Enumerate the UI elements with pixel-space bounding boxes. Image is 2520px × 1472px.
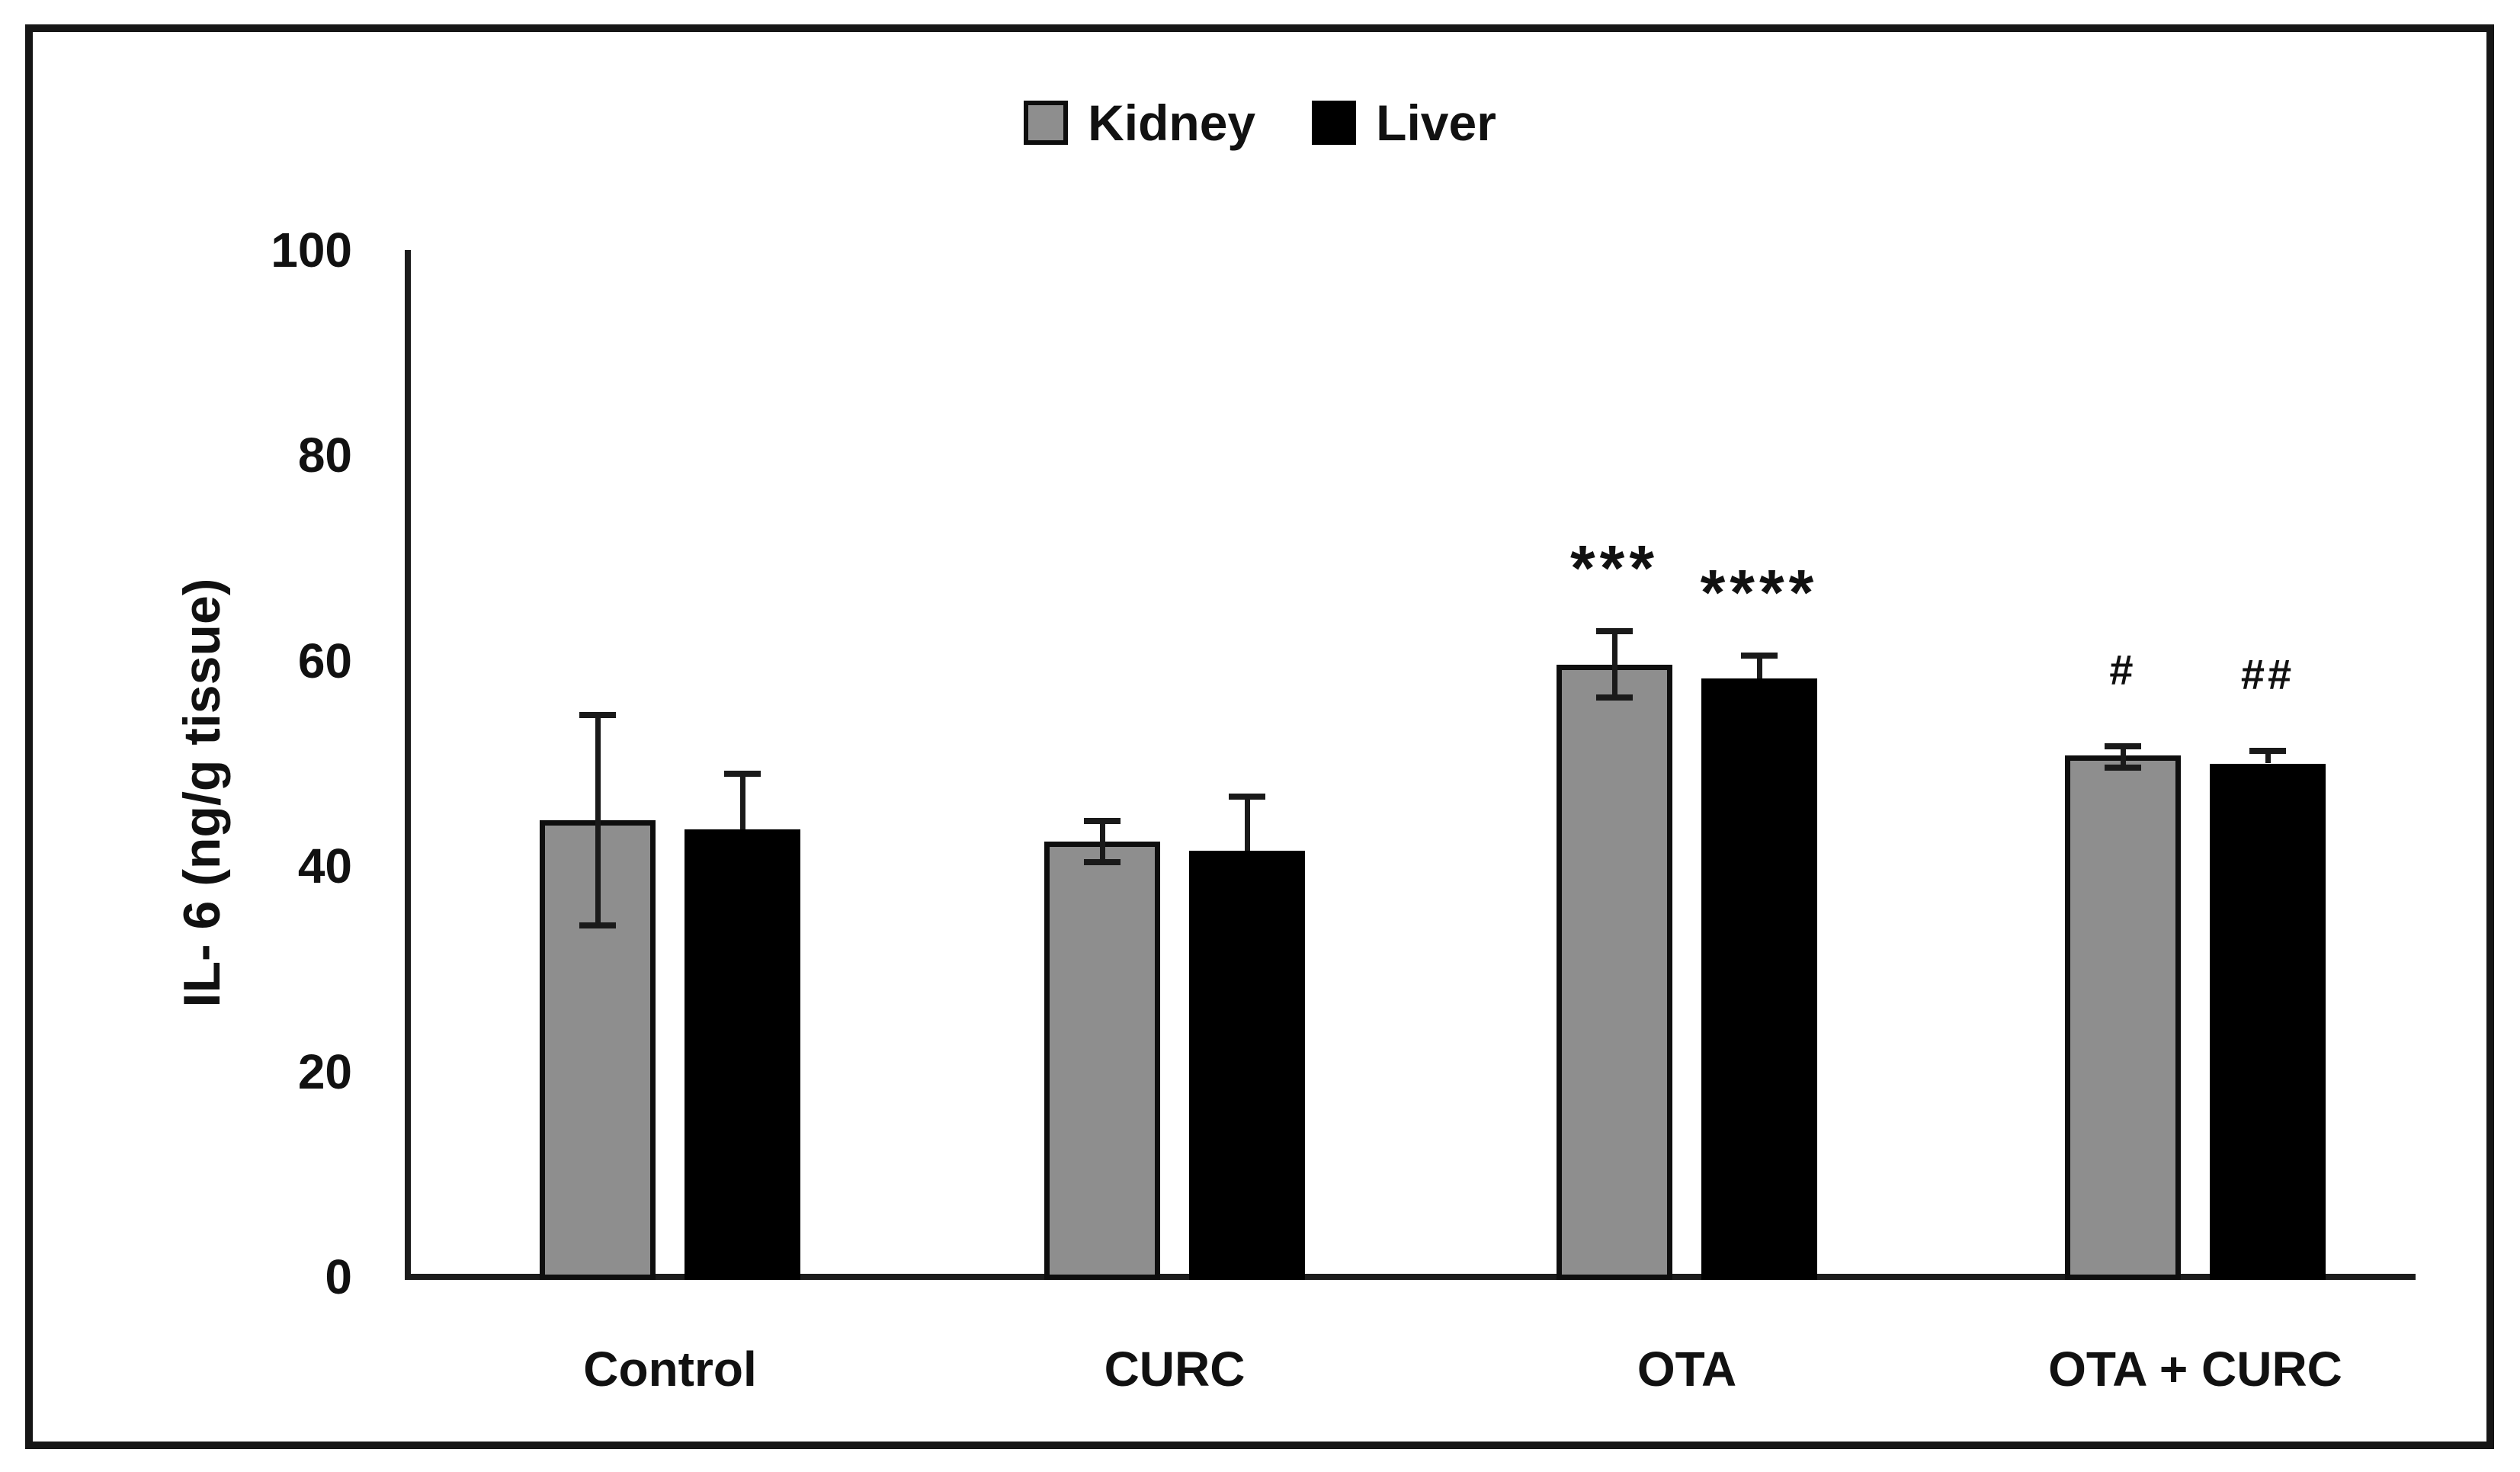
legend-swatch-liver bbox=[1312, 101, 1357, 145]
errorbar-cap-top-kidney-3 bbox=[2105, 742, 2141, 749]
legend-label-kidney: Kidney bbox=[1088, 95, 1256, 151]
errorbar-cap-top-liver-2 bbox=[1741, 653, 1778, 659]
errorbar-line-liver-3 bbox=[2265, 751, 2271, 764]
bar-liver-1 bbox=[1189, 850, 1305, 1280]
legend-item-kidney: Kidney bbox=[1024, 98, 1255, 148]
bar-liver-0 bbox=[685, 829, 800, 1280]
significance-kidney-2: *** bbox=[1569, 531, 1659, 604]
y-axis-line bbox=[405, 250, 411, 1280]
figure-frame bbox=[25, 24, 2494, 1449]
xlabel-curc: CURC bbox=[1104, 1342, 1246, 1397]
errorbar-line-kidney-1 bbox=[1099, 820, 1105, 862]
bar-kidney-0 bbox=[540, 819, 656, 1280]
legend-label-liver: Liver bbox=[1376, 95, 1496, 151]
errorbar-cap-top-liver-0 bbox=[724, 770, 761, 777]
xlabel-control: Control bbox=[583, 1342, 757, 1397]
errorbar-cap-top-kidney-0 bbox=[579, 712, 616, 719]
ytick-80: 80 bbox=[297, 428, 352, 483]
bar-kidney-3 bbox=[2065, 755, 2181, 1280]
errorbar-line-kidney-0 bbox=[595, 715, 601, 926]
errorbar-line-liver-1 bbox=[1244, 796, 1250, 851]
ytick-60: 60 bbox=[297, 633, 352, 688]
legend-swatch-kidney bbox=[1024, 101, 1069, 145]
errorbar-line-kidney-2 bbox=[1611, 630, 1617, 698]
legend-item-liver: Liver bbox=[1312, 98, 1496, 148]
bar-kidney-2 bbox=[1557, 665, 1672, 1280]
ytick-20: 20 bbox=[297, 1044, 352, 1099]
errorbar-line-kidney-3 bbox=[2120, 746, 2126, 768]
ytick-40: 40 bbox=[297, 839, 352, 894]
ytick-100: 100 bbox=[271, 223, 352, 277]
errorbar-cap-bottom-kidney-1 bbox=[1084, 858, 1121, 865]
errorbar-cap-bottom-kidney-2 bbox=[1596, 694, 1633, 701]
errorbar-cap-bottom-kidney-0 bbox=[579, 922, 616, 929]
significance-liver-2: **** bbox=[1700, 556, 1819, 629]
ytick-0: 0 bbox=[325, 1249, 352, 1304]
xlabel-ota: OTA bbox=[1637, 1342, 1737, 1397]
errorbar-cap-top-liver-1 bbox=[1229, 793, 1265, 800]
x-axis-line bbox=[405, 1274, 2416, 1280]
errorbar-cap-top-liver-3 bbox=[2249, 748, 2286, 755]
errorbar-cap-bottom-kidney-3 bbox=[2105, 764, 2141, 771]
bar-liver-2 bbox=[1701, 678, 1817, 1280]
significance-liver-3: ## bbox=[2240, 650, 2295, 699]
errorbar-line-liver-2 bbox=[1756, 656, 1762, 678]
bar-kidney-1 bbox=[1044, 841, 1160, 1280]
chart-legend: Kidney Liver bbox=[0, 98, 2520, 148]
errorbar-cap-top-kidney-1 bbox=[1084, 817, 1121, 824]
errorbar-line-liver-0 bbox=[739, 773, 745, 829]
xlabel-ota-curc: OTA + CURC bbox=[2048, 1342, 2342, 1397]
errorbar-cap-top-kidney-2 bbox=[1596, 627, 1633, 634]
bar-liver-3 bbox=[2210, 763, 2326, 1280]
significance-kidney-3: # bbox=[2109, 645, 2137, 694]
